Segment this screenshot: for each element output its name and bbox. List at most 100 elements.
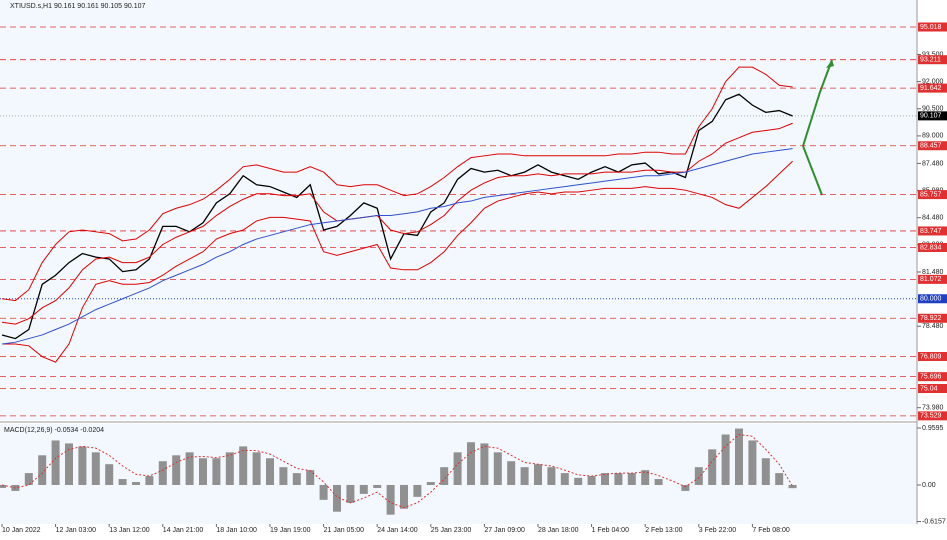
x-tick-label: 10 Jan 2022 — [2, 527, 41, 534]
macd-bar — [627, 473, 636, 485]
macd-bar — [373, 484, 382, 488]
macd-bar — [118, 479, 127, 485]
level-label: 85.757 — [920, 191, 942, 198]
macd-bar — [158, 461, 167, 485]
y-tick-label: 78.480 — [922, 323, 944, 330]
macd-bar — [225, 452, 234, 485]
macd-bar — [534, 464, 542, 485]
y-tick-label: 81.480 — [922, 269, 944, 276]
macd-bar — [641, 470, 650, 485]
series-line — [1, 148, 793, 345]
macd-bar — [788, 484, 797, 489]
macd-bar — [493, 452, 502, 485]
x-tick-label: 12 Jan 03:00 — [56, 527, 97, 534]
macd-bar — [440, 467, 449, 485]
macd-bar — [239, 446, 248, 485]
level-label-bg — [918, 83, 947, 93]
macd-bar — [520, 467, 529, 485]
macd-bar — [346, 484, 355, 503]
macd-bar — [38, 455, 47, 485]
macd-bar — [681, 484, 690, 491]
y-tick-label: 92.000 — [922, 78, 944, 85]
macd-bar — [145, 476, 154, 485]
macd-bar — [292, 473, 301, 485]
x-tick-label: 28 Jan 18:00 — [538, 527, 579, 534]
macd-bar — [51, 440, 60, 485]
level-label: 75.04 — [920, 385, 938, 392]
level-label: 83.747 — [920, 228, 942, 235]
down-arrow — [802, 145, 823, 196]
macd-bar — [467, 442, 475, 485]
macd-bar — [266, 458, 274, 485]
macd-bar — [91, 452, 100, 485]
level-label-bg — [918, 274, 947, 284]
macd-bar — [279, 467, 288, 485]
macd-bar — [721, 434, 730, 485]
level-label: 95.018 — [920, 24, 942, 31]
chart-title: XTIUSD.s,H1 90.161 90.161 90.105 90.107 — [10, 3, 146, 10]
level-label-bg — [918, 384, 947, 394]
macd-bar — [386, 484, 395, 515]
macd-bar — [480, 443, 489, 485]
macd-bar — [199, 458, 207, 485]
y-tick-label: 0.00 — [922, 482, 936, 489]
x-tick-label: 21 Jan 05:00 — [324, 527, 365, 534]
level-label-bg — [918, 242, 947, 252]
macd-bar — [400, 484, 408, 509]
level-label-bg — [918, 352, 947, 362]
x-tick-label: 27 Jan 09:00 — [484, 527, 525, 534]
level-label-bg — [918, 22, 947, 32]
macd-bar — [560, 473, 569, 485]
level-label: 82.834 — [920, 244, 942, 251]
up-arrow-head — [826, 60, 834, 68]
y-tick-label: 84.480 — [922, 215, 944, 222]
macd-bar — [775, 473, 784, 485]
macd-bar — [601, 473, 609, 485]
x-tick-label: 2 Feb 13:00 — [645, 527, 682, 534]
macd-bar — [453, 452, 462, 485]
up-arrow — [802, 59, 833, 147]
level-label-bg — [918, 226, 947, 236]
support-label-bg — [918, 294, 947, 304]
macd-bar — [587, 476, 596, 485]
last-price-bg — [918, 111, 947, 121]
macd-bar — [654, 479, 663, 485]
level-label: 91.642 — [920, 85, 942, 92]
y-tick-label: 87.480 — [922, 160, 944, 167]
level-label: 81.072 — [920, 276, 942, 283]
macd-bar — [708, 449, 717, 485]
macd-bar — [319, 484, 328, 500]
level-label: 93.211 — [920, 57, 941, 64]
macd-bar — [507, 461, 516, 485]
x-tick-label: 24 Jan 14:00 — [377, 527, 418, 534]
macd-bar — [574, 477, 583, 485]
y-tick-label: -0.6157 — [922, 518, 946, 525]
level-label: 88.457 — [920, 143, 942, 150]
last-price-label: 90.107 — [920, 113, 942, 120]
level-label-bg — [918, 55, 947, 65]
y-tick-label: 73.980 — [922, 405, 944, 412]
support-label: 80.000 — [920, 296, 942, 303]
price-panel — [0, 0, 917, 420]
series-line — [1, 93, 793, 340]
macd-bar — [694, 467, 703, 485]
level-label-bg — [918, 372, 947, 382]
macd-bar — [252, 452, 261, 485]
macd-bar — [735, 428, 743, 485]
macd-bar — [547, 467, 556, 485]
macd-bar — [333, 484, 341, 512]
macd-bar — [426, 482, 435, 485]
level-label: 78.922 — [920, 315, 942, 322]
macd-bar — [132, 482, 140, 485]
macd-bar — [614, 473, 623, 485]
macd-bar — [306, 470, 315, 485]
level-label-bg — [918, 190, 947, 200]
y-tick-label: 90.500 — [922, 106, 944, 113]
y-tick-label: 93.500 — [922, 51, 944, 58]
x-tick-label: 7 Feb 08:00 — [752, 527, 789, 534]
macd-bar — [359, 484, 368, 494]
x-tick-label: 14 Jan 21:00 — [163, 527, 204, 534]
level-label: 75.696 — [920, 373, 942, 380]
level-label-bg — [918, 141, 947, 151]
